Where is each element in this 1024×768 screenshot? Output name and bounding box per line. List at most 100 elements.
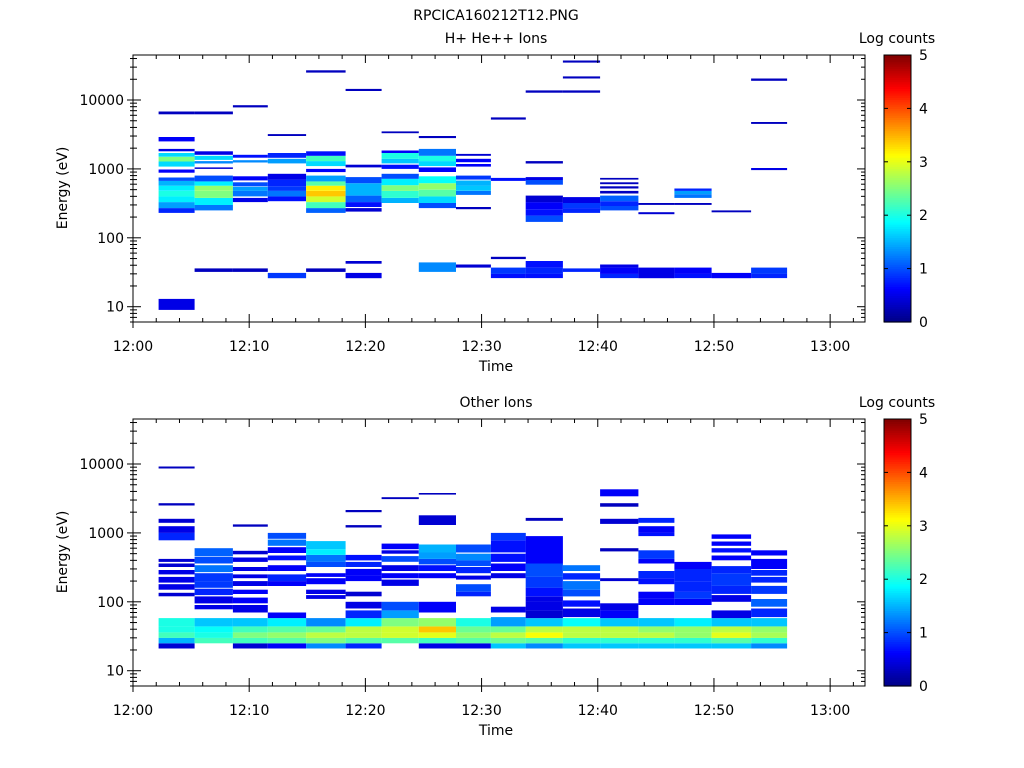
colorbar-segment [884,190,911,194]
colorbar-segment [884,235,911,239]
heatmap-cell [600,626,639,633]
heatmap-cell [194,161,233,164]
colorbar-segment [884,459,911,462]
colorbar-segment [884,95,911,98]
heatmap-cell [267,186,307,191]
heatmap-cell [306,155,346,162]
heatmap-cell [711,573,752,586]
colorbar-segment [884,568,911,571]
colorbar-segment [884,159,911,163]
heatmap-cell [638,618,675,627]
colorbar-segment [884,654,911,658]
heatmap-cell [306,185,346,191]
heatmap-cell [158,153,195,157]
colorbar-segment [884,530,911,534]
colorbar-segment [884,126,911,130]
x-tick-label: 12:50 [694,339,734,355]
colorbar-segment [884,445,911,449]
heatmap-cell [345,177,382,184]
heatmap-cell [158,532,195,541]
heatmap-cell [600,548,639,552]
plot-frame [132,418,866,687]
axes: 12:00 12:10 12:20 12:30 12:40 12:50 13:00 10 100… [79,55,865,355]
heatmap-cell [267,626,307,633]
figure-title: RPCICA160212T12.PNG [413,8,578,24]
colorbar-segment [884,219,911,223]
colorbar-segment [884,228,911,232]
heatmap-cell [158,466,195,469]
colorbar-segment [884,663,911,667]
colorbar-segment [884,492,911,496]
heatmap-cell [306,578,346,585]
colorbar-segment [884,81,911,85]
y-tick-label: 10 [106,664,124,680]
colorbar-segment [884,665,911,669]
heatmap-cell [418,565,456,571]
heatmap-cell [711,566,752,574]
heatmap-cell [158,202,195,209]
colorbar-segment [884,106,911,110]
heatmap-cell [306,573,346,577]
heatmap-cell [562,90,601,93]
heatmap-cell [525,202,563,210]
colorbar-segment [884,545,911,549]
colorbar-frame [883,54,912,323]
heatmap-cell [674,190,712,195]
colorbar-segment [884,123,911,127]
heatmap-cell [456,618,491,627]
colorbar-segment [884,259,911,263]
heatmap-cell [381,610,419,619]
heatmap-cell [306,168,346,173]
heatmap-cell [158,137,195,142]
colorbar-segment [884,523,911,527]
heatmap-cell [600,618,639,627]
heatmap-cell [194,573,233,582]
heatmap-cell [418,544,456,553]
panel-other-ions: Other Ions 12:00 12:10 12:20 12:30 12:40 12:5… [55,395,935,739]
colorbar-segment [884,197,911,201]
x-tick-label: 12:00 [113,703,153,719]
colorbar-segment [884,597,911,600]
x-tick-label: 12:00 [113,339,153,355]
heatmap-cell [456,190,491,195]
heatmap-cell [600,489,639,497]
colorbar-segment [884,543,911,547]
heatmap-cell [751,637,788,644]
colorbar-segment [884,501,911,505]
colorbar-segment [884,97,911,101]
heatmap-cell [525,267,563,274]
heatmap-cell [525,618,563,627]
heatmap-cell [418,136,456,139]
x-tick-label: 12:30 [461,339,501,355]
colorbar-segment [884,683,911,687]
heatmap-cell [418,203,456,209]
heatmap-cell [600,190,639,194]
colorbar-segment [884,614,911,618]
heatmap-cell [306,161,346,167]
colorbar-segment [884,297,911,301]
heatmap-cell [600,186,639,189]
heatmap-cell [345,601,382,609]
colorbar-segment [884,255,911,259]
heatmap-cell [306,643,346,649]
heatmap-cell [418,161,456,167]
colorbar-segment [884,430,911,433]
heatmap-cell [158,503,195,506]
colorbar-segment [884,179,911,183]
colorbar-segment [884,277,911,281]
heatmap-cell [418,148,456,156]
heatmap-cell [232,160,268,163]
colorbar-segment [884,241,911,245]
colorbar-segment [884,425,911,429]
heatmap-cell [232,618,268,627]
colorbar-tick-label: 4 [919,465,928,481]
colorbar-segment [884,432,911,436]
heatmap-cell [418,189,456,197]
x-tick-label: 12:50 [694,703,734,719]
heatmap-cell [525,536,563,564]
heatmap-cell [345,525,382,528]
colorbar-label: Log counts [859,31,935,47]
heatmap-cells [158,60,788,310]
heatmap-cell [525,90,563,93]
